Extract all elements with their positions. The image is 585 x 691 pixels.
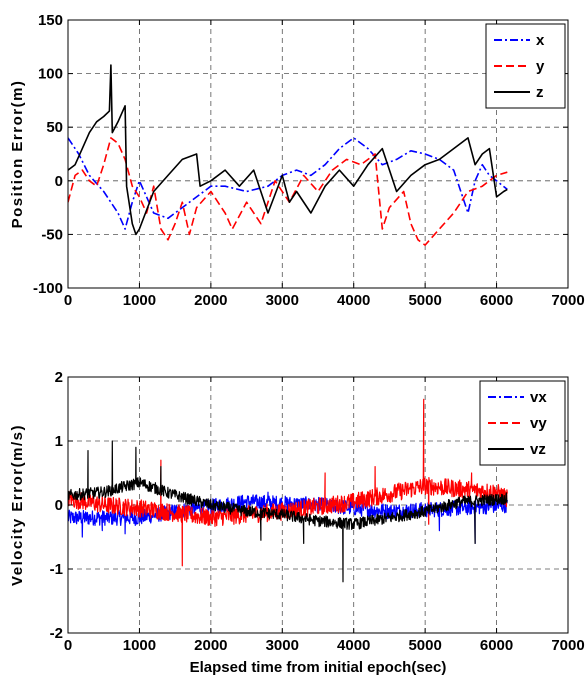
x-tick-label: 0 — [64, 637, 72, 654]
y-tick-label: -2 — [50, 625, 63, 642]
y-tick-label: -1 — [50, 561, 63, 578]
x-tick-label: 7000 — [551, 637, 584, 654]
x-tick-label: 2000 — [194, 292, 227, 309]
y-tick-label: 2 — [55, 369, 63, 386]
y-tick-label: 0 — [55, 173, 63, 190]
series-line-x — [68, 137, 508, 230]
x-tick-label: 4000 — [337, 637, 370, 654]
legend: vx vy vz — [479, 380, 566, 466]
x-tick-label: 3000 — [266, 637, 299, 654]
x-tick-label: 3000 — [266, 292, 299, 309]
series-line-vx — [68, 491, 508, 544]
legend-label-x: x — [536, 32, 545, 49]
series-line-y — [68, 137, 508, 246]
x-tick-label: 5000 — [408, 637, 441, 654]
legend-label-vz: vz — [530, 441, 546, 458]
series-line-z — [68, 64, 508, 236]
x-tick-label: 1000 — [123, 292, 156, 309]
chart-panel-2: 0 1000 2000 3000 4000 5000 6000 7000 -2 -1 0 1 2 Velo… — [9, 369, 585, 676]
plot-area — [68, 398, 508, 583]
y-tick-label: -50 — [41, 226, 63, 243]
x-tick-label: 2000 — [194, 637, 227, 654]
plot-area — [68, 64, 508, 246]
x-tick-label: 6000 — [480, 637, 513, 654]
legend: xyz — [485, 23, 566, 109]
y-tick-label: 100 — [38, 66, 63, 83]
y-tick-label: 50 — [46, 119, 63, 136]
y-tick-label: 1 — [55, 433, 63, 450]
chart-panel-1: 0 1000 2000 3000 4000 5000 6000 7000 -100 -50 0 50 1… — [9, 12, 585, 309]
x-axis-label: Elapsed time from initial epoch(sec) — [190, 659, 447, 676]
series-line-vz — [68, 440, 508, 583]
x-tick-label: 1000 — [123, 637, 156, 654]
x-tick-label: 4000 — [337, 292, 370, 309]
series-line-vy — [68, 398, 508, 567]
y-tick-label: -100 — [33, 280, 63, 297]
legend-label-z: z — [536, 84, 544, 101]
y-tick-label: 0 — [55, 497, 63, 514]
x-tick-label: 0 — [64, 292, 72, 309]
x-tick-label: 5000 — [408, 292, 441, 309]
y-tick-label: 150 — [38, 12, 63, 29]
legend-label-vx: vx — [530, 389, 547, 406]
y-axis-label: Velocity Error(m/s) — [9, 424, 26, 586]
x-tick-label: 7000 — [551, 292, 584, 309]
legend-label-y: y — [536, 58, 545, 75]
x-tick-label: 6000 — [480, 292, 513, 309]
y-axis-label: Position Error(m) — [9, 80, 26, 229]
legend-label-vy: vy — [530, 415, 547, 432]
axes-frame — [67, 19, 569, 289]
